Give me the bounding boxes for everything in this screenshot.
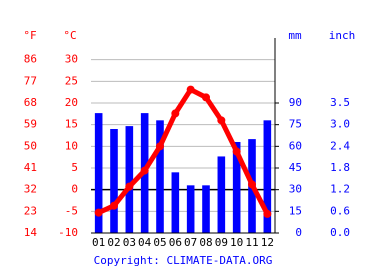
temperature-point [156,142,164,151]
temperature-line [97,87,270,216]
unit-inch: inch [329,29,356,42]
x-tick-label: 07 [184,236,197,249]
y-tick-label-f: 23 [24,204,37,217]
y2-tick-label-inch: 3.5 [330,96,350,109]
x-tick-label: 03 [123,236,136,249]
temperature-point [263,209,272,218]
x-tick-label: 08 [199,236,212,249]
bar [186,185,195,233]
x-tick-label: 02 [107,236,120,249]
y-tick-label-c: 10 [65,139,78,152]
y-tick-label-c: 25 [65,74,78,87]
y2-tick-label-mm: 15 [289,204,302,217]
x-tick-label: 04 [138,236,152,249]
y2-tick-label-inch: 1.2 [330,183,350,196]
x-tick-label: 06 [169,236,182,249]
x-tick-label: 10 [230,236,243,249]
bar [125,126,134,233]
y-tick-label-f: 50 [24,139,37,152]
bar [217,156,226,233]
temperature-point [125,182,134,191]
y2-tick-label-inch: 2.4 [330,139,350,152]
y2-tick-label-mm: 30 [289,183,302,196]
y-tick-label-f: 41 [24,161,37,174]
y-tick-label-f: 14 [24,226,38,239]
y-tick-label-f: 86 [24,53,37,66]
y2-tick-label-mm: 0 [295,226,302,239]
x-tick-label: 05 [153,236,166,249]
bar [171,172,180,233]
temperature-point [202,93,210,102]
y-tick-label-f: 68 [24,96,37,109]
unit-mm: mm [288,29,302,42]
y-tick-label-c: -5 [65,204,78,217]
bar [202,185,210,233]
temperature-point [217,116,226,125]
y2-tick-label-inch: 0.0 [330,226,350,239]
bar [94,113,103,233]
temperature-point [171,109,180,118]
y-tick-label-f: 77 [24,74,37,87]
bar [263,120,272,233]
y-tick-label-c: 15 [65,118,78,131]
temperature-point [248,180,256,189]
copyright: Copyright: CLIMATE-DATA.ORG [94,254,273,267]
x-tick-label: 01 [92,236,105,249]
x-tick-label: 11 [245,236,258,249]
y2-tick-label-mm: 45 [289,161,302,174]
temperature-point [140,166,149,175]
temperature-point [186,85,195,94]
bar [232,142,241,233]
temperature-point [232,147,241,156]
temperature-point [94,208,103,217]
y2-tick-label-inch: 0.6 [330,204,350,217]
bar [156,120,164,233]
unit-f: °F [23,29,36,42]
y-tick-label-c: 20 [65,96,78,109]
y-tick-label-c: -10 [58,226,78,239]
y-tick-label-f: 32 [24,183,37,196]
y2-tick-label-inch: 1.8 [330,161,350,174]
temperature-point [110,201,118,210]
x-tick-label: 12 [261,236,274,249]
y-tick-label-c: 0 [71,183,78,196]
unit-c: °C [63,29,76,42]
y-tick-label-c: 5 [71,161,78,174]
x-tick-label: 09 [215,236,228,249]
y-tick-label-c: 30 [65,53,78,66]
y2-tick-label-mm: 90 [289,96,302,109]
y2-tick-label-inch: 3.0 [330,118,350,131]
y-tick-label-f: 59 [24,118,37,131]
y2-tick-label-mm: 75 [289,118,302,131]
bar [110,129,118,233]
y2-tick-label-mm: 60 [289,139,302,152]
